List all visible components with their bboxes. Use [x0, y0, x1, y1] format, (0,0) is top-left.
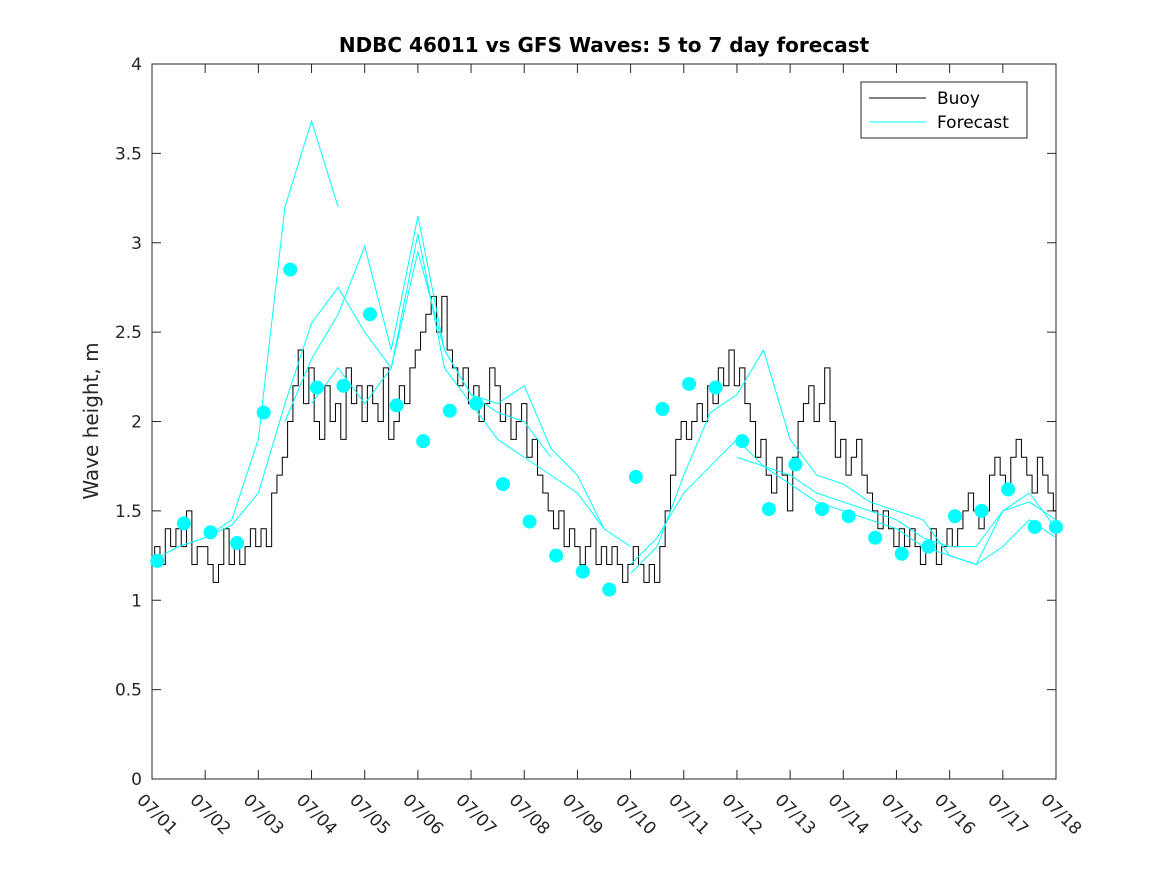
forecast-marker-point: [735, 434, 750, 449]
x-tick-label: 07/09: [558, 790, 607, 839]
forecast-marker-point: [256, 405, 271, 420]
x-tick-label: 07/16: [930, 790, 979, 839]
forecast-marker-point: [761, 502, 776, 517]
x-axis: 07/01 07/02 07/03 07/04 07/05 07/06 07/07 07/08…: [132, 64, 1085, 839]
x-tick-label: 07/17: [983, 790, 1032, 839]
forecast-marker-point: [442, 403, 457, 418]
x-tick-label: 07/04: [292, 790, 341, 839]
forecast-marker-point: [868, 530, 883, 545]
chart-title: NDBC 46011 vs GFS Waves: 5 to 7 day fore…: [339, 33, 870, 57]
forecast-marker-point: [1027, 519, 1042, 534]
x-tick-label: 07/06: [398, 790, 447, 839]
y-tick-label: 0: [131, 770, 142, 790]
x-tick-label: 07/18: [1036, 790, 1085, 839]
forecast-marker-point: [841, 509, 856, 524]
forecast-marker-point: [894, 546, 909, 561]
series-layer: [152, 119, 1056, 583]
forecast-marker-point: [522, 514, 537, 529]
legend-label-buoy: Buoy: [937, 89, 980, 109]
x-tick-label: 07/13: [771, 790, 820, 839]
y-tick-label: 0.5: [115, 681, 142, 701]
y-tick-label: 2: [131, 413, 142, 433]
forecast-marker-point: [682, 376, 697, 391]
forecast-marker-point: [708, 380, 723, 395]
forecast-marker-point: [628, 469, 643, 484]
forecast-marker-point: [150, 553, 165, 568]
forecast-marker-point: [602, 582, 617, 597]
forecast-marker-point: [176, 516, 191, 531]
series-buoy-line: [152, 295, 1056, 583]
y-tick-label: 1.5: [115, 502, 142, 522]
series-forecast-line-5: [630, 438, 1056, 565]
forecast-marker-point: [495, 477, 510, 492]
x-tick-label: 07/10: [611, 790, 660, 839]
x-tick-label: 07/07: [452, 790, 501, 839]
legend: Buoy Forecast: [860, 81, 1028, 139]
x-tick-label: 07/01: [132, 790, 181, 839]
series-forecast-line-1: [178, 119, 339, 548]
forecast-marker-point: [921, 539, 936, 554]
x-tick-label: 07/03: [239, 790, 288, 839]
x-tick-label: 07/15: [877, 790, 926, 839]
x-tick-label: 07/08: [505, 790, 554, 839]
series-forecast-line-6: [736, 456, 1056, 566]
forecast-marker-point: [549, 548, 564, 563]
series-forecast-line-0: [152, 251, 552, 562]
y-tick-label: 1: [131, 591, 142, 611]
forecast-marker-point: [203, 525, 218, 540]
forecast-marker-point: [788, 457, 803, 472]
forecast-marker-point: [283, 262, 298, 277]
x-tick-label: 07/02: [186, 790, 235, 839]
y-tick-label: 4: [131, 55, 142, 75]
forecast-marker-point: [1049, 519, 1063, 534]
marker-layer: [150, 262, 1063, 597]
y-tick-label: 2.5: [115, 323, 142, 343]
series-forecast-line-4: [630, 348, 1056, 574]
forecast-marker-point: [974, 503, 989, 518]
forecast-marker-point: [230, 536, 245, 551]
x-tick-label: 07/12: [717, 790, 766, 839]
forecast-marker-point: [947, 509, 962, 524]
legend-box: [860, 81, 1028, 139]
forecast-marker-point: [363, 307, 378, 322]
y-tick-label: 3: [131, 234, 142, 254]
y-tick-label: 3.5: [115, 144, 142, 164]
y-axis: 0 0.5 1 1.5 2 2.5 3 3.5 4: [115, 55, 1056, 790]
forecast-marker-point: [469, 396, 484, 411]
x-tick-label: 07/05: [345, 790, 394, 839]
series-forecast-line-3: [311, 233, 631, 548]
forecast-marker-point: [1001, 482, 1016, 497]
forecast-marker-point: [309, 380, 324, 395]
x-tick-label: 07/14: [824, 790, 873, 839]
forecast-marker-point: [336, 378, 351, 393]
forecast-marker-point: [815, 502, 830, 517]
x-tick-label: 07/11: [664, 790, 713, 839]
forecast-marker-point: [389, 398, 404, 413]
legend-label-forecast: Forecast: [937, 113, 1009, 133]
series-forecast-line-2: [284, 215, 605, 529]
forecast-marker-point: [575, 564, 590, 579]
forecast-marker-point: [416, 434, 431, 449]
y-axis-label: Wave height, m: [79, 342, 103, 499]
forecast-marker-point: [655, 401, 670, 416]
